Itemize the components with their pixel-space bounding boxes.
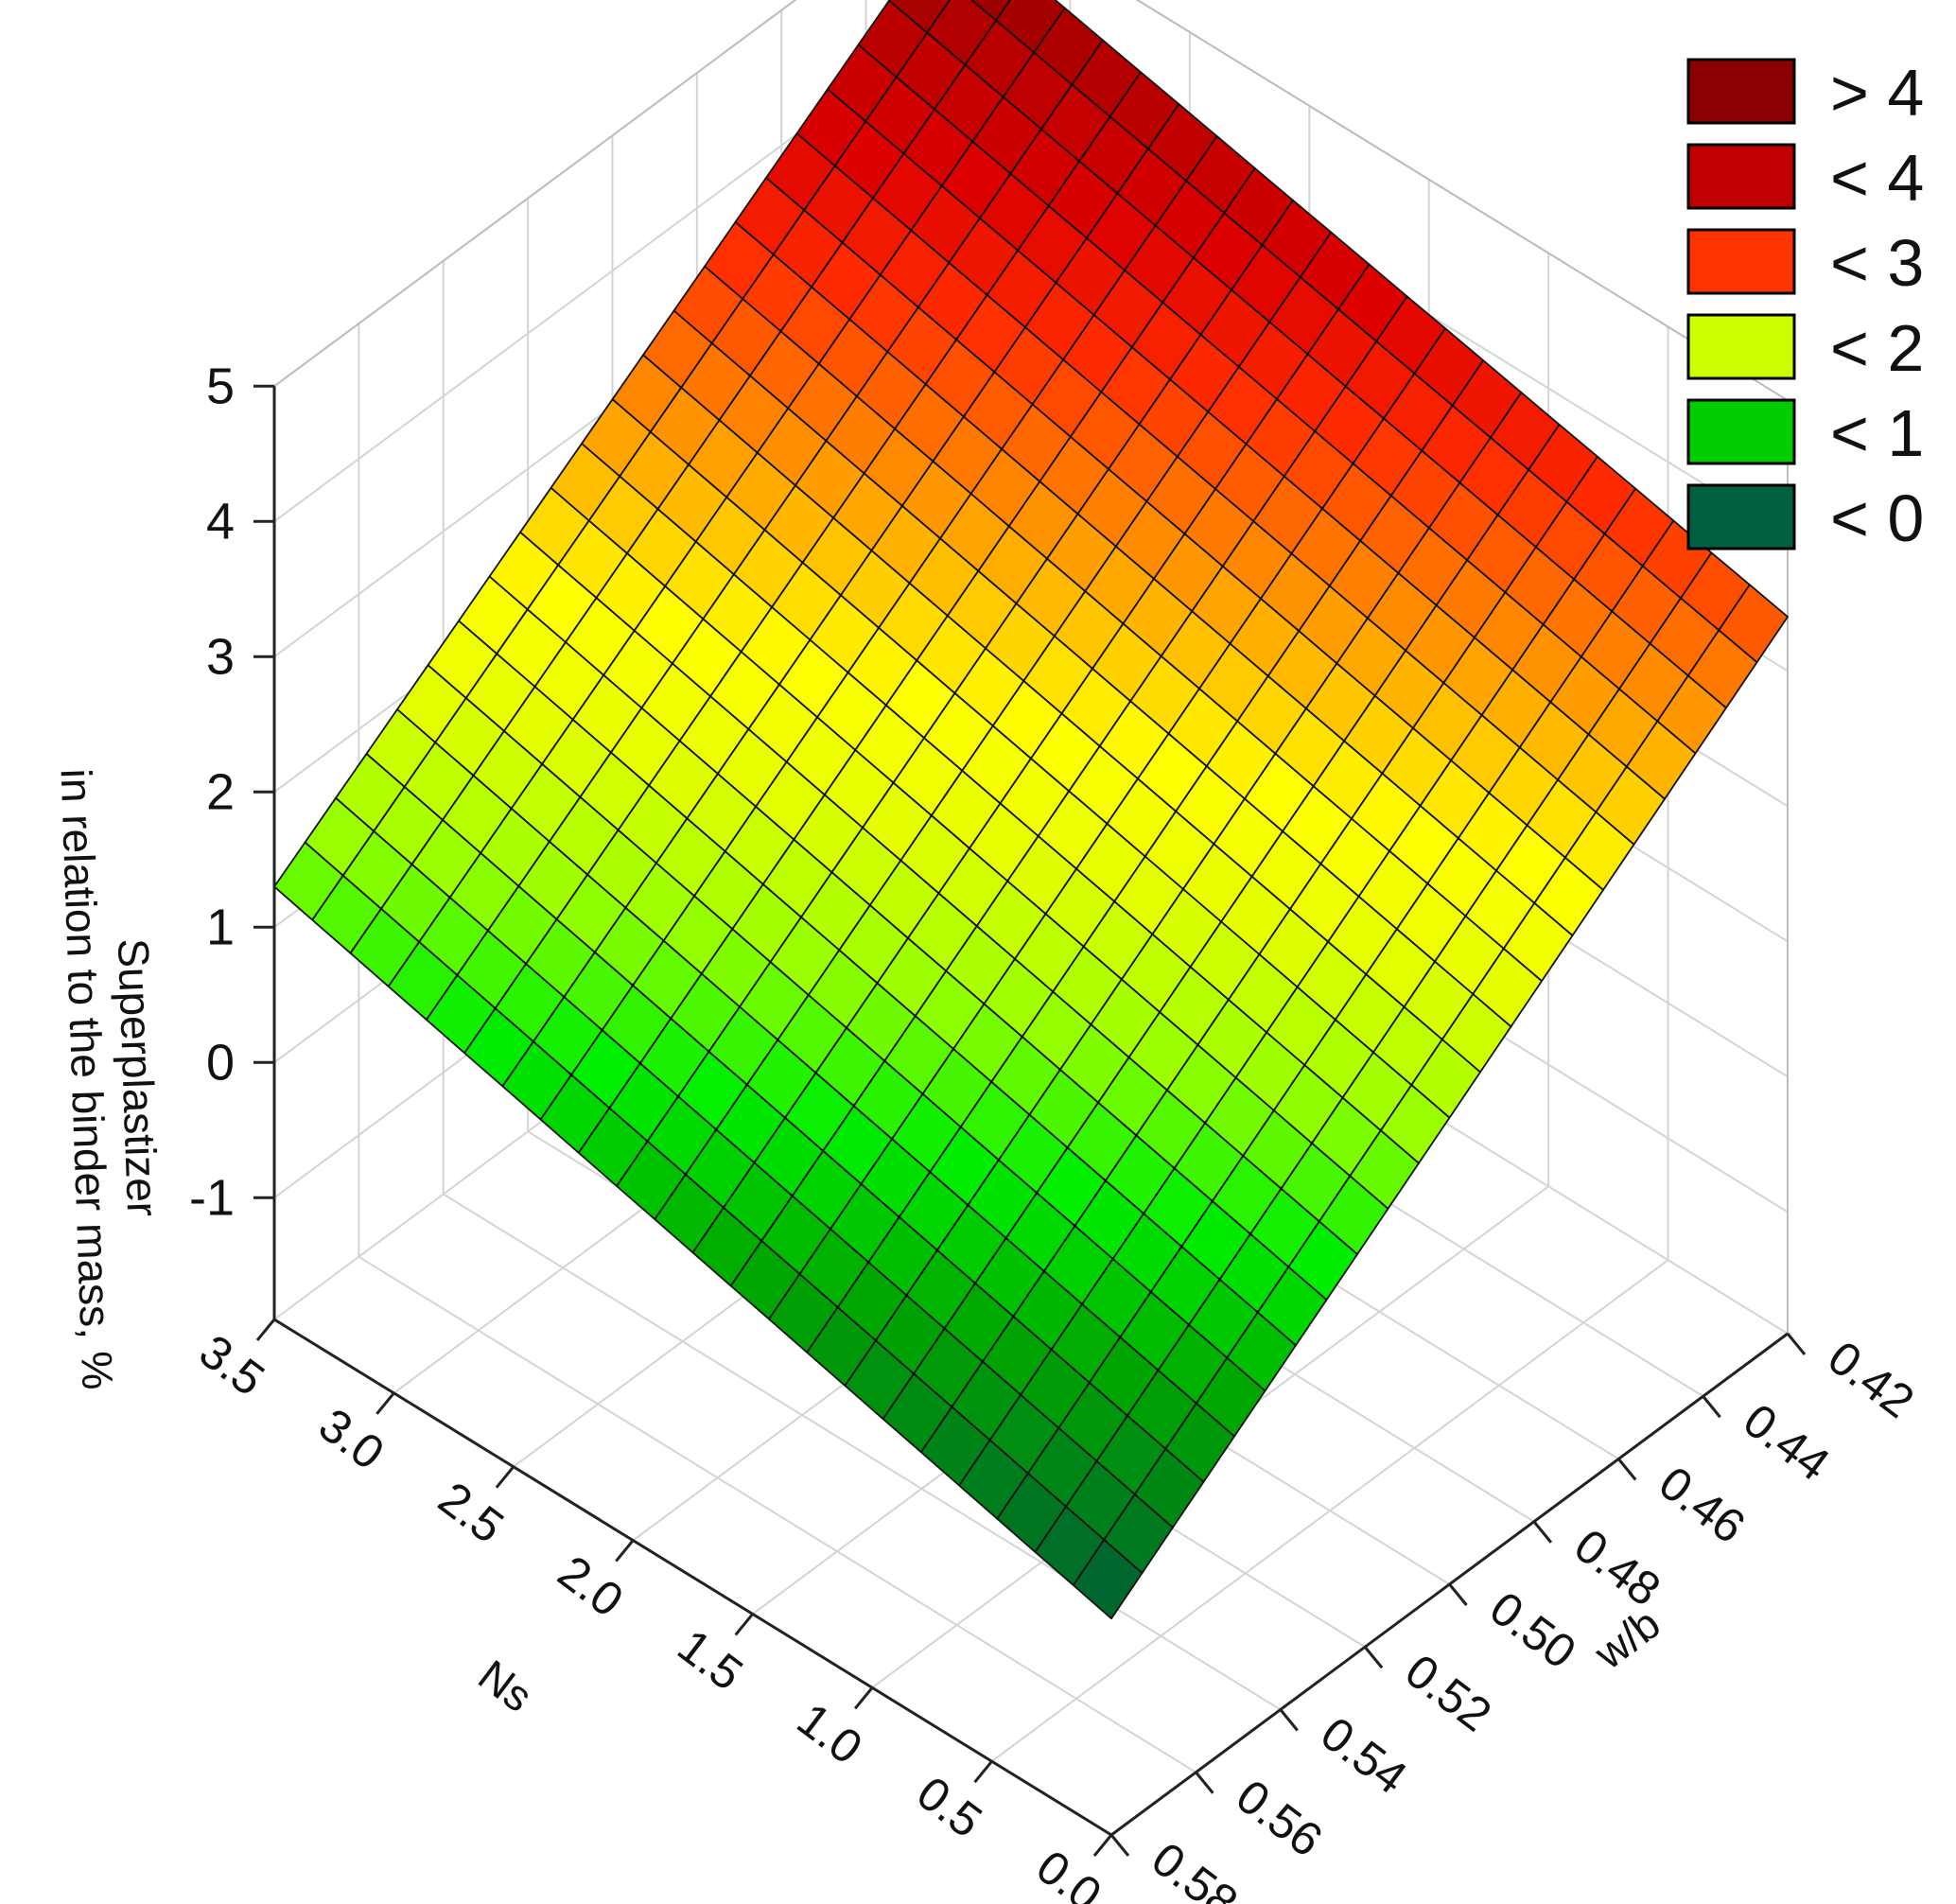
legend-label: < 1 — [1830, 396, 1924, 470]
box-edge — [1135, 0, 1789, 402]
legend-item: < 4 — [1686, 141, 1924, 215]
z-axis-label-line1: Superplastizer — [109, 937, 167, 1217]
wb-tick-label: 0.44 — [1734, 1393, 1839, 1491]
ns-tick — [255, 1319, 276, 1341]
legend: > 4 < 4 < 3 < 2 < 1 < 0 — [1686, 56, 1924, 555]
grid-line — [443, 1193, 1282, 1711]
legend-item: < 3 — [1686, 226, 1924, 300]
legend-swatch — [1686, 143, 1796, 210]
wb-tick — [1195, 1771, 1214, 1794]
ns-axis-line — [273, 1318, 1112, 1837]
z-tick-label: 3 — [206, 628, 235, 685]
legend-label: < 4 — [1830, 141, 1924, 215]
legend-item: < 0 — [1686, 481, 1924, 555]
surface-cell — [1072, 1539, 1144, 1620]
grid-line — [358, 1255, 1196, 1773]
wb-tick-label: 0.52 — [1396, 1644, 1501, 1741]
z-axis-ticks: -1 0 1 2 3 4 5 — [189, 358, 274, 1226]
ns-tick — [734, 1613, 754, 1636]
ns-tick — [853, 1686, 874, 1710]
wb-tick-label: 0.42 — [1819, 1331, 1924, 1428]
wb-tick-label: 0.56 — [1227, 1770, 1332, 1867]
ns-tick — [973, 1760, 993, 1784]
legend-item: < 1 — [1686, 396, 1924, 470]
wb-tick — [1702, 1395, 1721, 1419]
legend-swatch — [1686, 228, 1796, 295]
wb-tick — [1786, 1333, 1807, 1355]
surface-plot — [273, 0, 1789, 1620]
grid-line — [990, 1259, 1669, 1762]
ns-tick — [615, 1539, 635, 1563]
ns-axis-label: Ns — [470, 1651, 542, 1721]
ns-tick — [375, 1391, 395, 1415]
z-tick-label: 4 — [206, 493, 235, 550]
legend-item: < 2 — [1686, 311, 1924, 385]
legend-label: < 0 — [1830, 481, 1924, 555]
z-axis-label-line2: in relation to the binder mass, % — [52, 768, 123, 1391]
ns-tick — [1092, 1834, 1113, 1857]
wb-tick-label: 0.50 — [1480, 1581, 1585, 1679]
legend-swatch — [1686, 398, 1796, 465]
legend-label: < 3 — [1830, 226, 1924, 300]
legend-swatch — [1686, 483, 1796, 550]
wb-tick — [1279, 1708, 1299, 1732]
z-axis-label: Superplastizer in relation to the binder… — [52, 768, 168, 1391]
legend-label: < 2 — [1830, 311, 1924, 385]
wb-tick-label: 0.48 — [1564, 1519, 1669, 1616]
wb-tick-label: 0.58 — [1143, 1832, 1248, 1904]
legend-swatch — [1686, 313, 1796, 380]
z-tick-label: 5 — [206, 358, 235, 414]
wb-tick-label: 0.46 — [1650, 1456, 1755, 1553]
z-tick-label: 1 — [206, 899, 235, 955]
box-edge — [273, 0, 797, 388]
wb-axis-label: w/b — [1584, 1598, 1668, 1679]
legend-label: > 4 — [1830, 56, 1924, 130]
ns-tick — [495, 1465, 515, 1489]
z-tick-label: 2 — [206, 763, 235, 820]
wb-tick — [1448, 1583, 1468, 1606]
legend-item: > 4 — [1686, 56, 1924, 130]
z-tick-label: 0 — [206, 1034, 235, 1091]
wb-tick-label: 0.54 — [1311, 1706, 1416, 1804]
wb-tick — [1532, 1520, 1553, 1544]
legend-swatch — [1686, 58, 1796, 125]
wb-tick — [1363, 1646, 1384, 1669]
surface-cell — [969, 0, 1012, 22]
wb-tick — [1109, 1834, 1130, 1857]
wb-tick — [1617, 1458, 1637, 1481]
z-tick-label: -1 — [189, 1169, 235, 1226]
